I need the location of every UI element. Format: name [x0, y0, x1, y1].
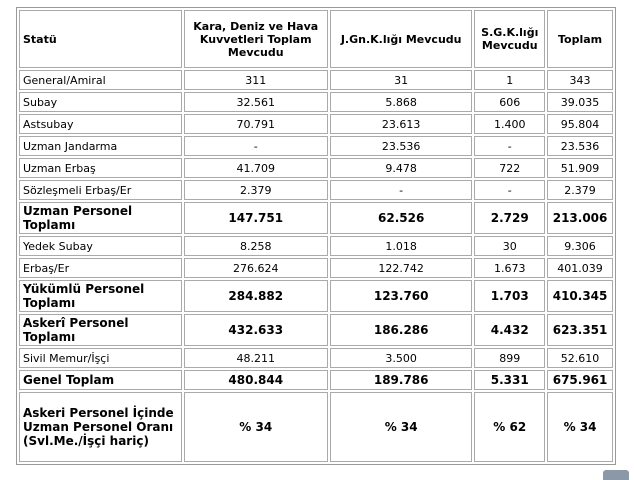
table-row: Genel Toplam 480.844 189.786 5.331 675.961 — [19, 370, 613, 390]
cell: 147.751 — [183, 202, 328, 234]
cell: 122.742 — [329, 258, 473, 278]
cell: 189.786 — [329, 370, 473, 390]
cell: 343 — [547, 70, 613, 90]
cell: 23.536 — [547, 136, 613, 156]
header-cell: J.Gn.K.lığı Mevcudu — [329, 10, 473, 68]
corner-icon — [603, 470, 629, 480]
row-label: Askerî Personel Toplamı — [19, 314, 182, 346]
cell: % 34 — [183, 392, 328, 462]
header-cell: Statü — [19, 10, 182, 68]
cell: 41.709 — [183, 158, 328, 178]
cell: 2.379 — [183, 180, 328, 200]
cell: 311 — [183, 70, 328, 90]
cell: 52.610 — [547, 348, 613, 368]
row-label: Sivil Memur/İşçi — [19, 348, 182, 368]
cell: 1.673 — [474, 258, 546, 278]
cell: 23.613 — [329, 114, 473, 134]
cell: 284.882 — [183, 280, 328, 312]
data-table: Statü Kara, Deniz ve Hava Kuvvetleri Topl… — [16, 7, 616, 465]
table-row: Astsubay 70.791 23.613 1.400 95.804 — [19, 114, 613, 134]
cell: 213.006 — [547, 202, 613, 234]
row-label: Sözleşmeli Erbaş/Er — [19, 180, 182, 200]
cell: 62.526 — [329, 202, 473, 234]
row-label: Yükümlü Personel Toplamı — [19, 280, 182, 312]
cell: 5.868 — [329, 92, 473, 112]
cell: 401.039 — [547, 258, 613, 278]
row-label: Genel Toplam — [19, 370, 182, 390]
row-label: Askeri Personel İçinde Uzman Personel Or… — [19, 392, 182, 462]
cell: 480.844 — [183, 370, 328, 390]
cell: 675.961 — [547, 370, 613, 390]
table-row: Yükümlü Personel Toplamı 284.882 123.760 1.… — [19, 280, 613, 312]
cell: 1.703 — [474, 280, 546, 312]
cell: 8.258 — [183, 236, 328, 256]
table-row: Subay 32.561 5.868 606 39.035 — [19, 92, 613, 112]
row-label: Subay — [19, 92, 182, 112]
cell: % 34 — [547, 392, 613, 462]
cell: 1 — [474, 70, 546, 90]
row-label: Uzman Erbaş — [19, 158, 182, 178]
cell: - — [183, 136, 328, 156]
cell: 123.760 — [329, 280, 473, 312]
cell: - — [474, 136, 546, 156]
row-label: General/Amiral — [19, 70, 182, 90]
header-cell: Toplam — [547, 10, 613, 68]
row-label: Astsubay — [19, 114, 182, 134]
header-cell: Kara, Deniz ve Hava Kuvvetleri Toplam Me… — [183, 10, 328, 68]
cell: 95.804 — [547, 114, 613, 134]
cell: 899 — [474, 348, 546, 368]
table-row: Uzman Erbaş 41.709 9.478 722 51.909 — [19, 158, 613, 178]
cell: - — [474, 180, 546, 200]
row-label: Yedek Subay — [19, 236, 182, 256]
cell: 48.211 — [183, 348, 328, 368]
cell: 2.729 — [474, 202, 546, 234]
table-row: Uzman Personel Toplamı 147.751 62.526 2.729… — [19, 202, 613, 234]
header-row: Statü Kara, Deniz ve Hava Kuvvetleri Topl… — [19, 10, 613, 68]
cell: 4.432 — [474, 314, 546, 346]
table-row: Uzman Jandarma -23.536-23.536 — [19, 136, 613, 156]
cell: 722 — [474, 158, 546, 178]
cell: 39.035 — [547, 92, 613, 112]
table-row: Yedek Subay 8.258 1.018 30 9.306 — [19, 236, 613, 256]
table-row: Askeri Personel İçinde Uzman Personel Or… — [19, 392, 613, 462]
table-row: Sivil Memur/İşçi 48.211 3.500 899 52.610 — [19, 348, 613, 368]
table-row: Erbaş/Er 276.624 122.742 1.673 401.039 — [19, 258, 613, 278]
cell: 5.331 — [474, 370, 546, 390]
row-label: Uzman Jandarma — [19, 136, 182, 156]
cell: 9.478 — [329, 158, 473, 178]
cell: 432.633 — [183, 314, 328, 346]
cell: % 34 — [329, 392, 473, 462]
row-label: Erbaş/Er — [19, 258, 182, 278]
row-label: Uzman Personel Toplamı — [19, 202, 182, 234]
cell: 2.379 — [547, 180, 613, 200]
cell: 31 — [329, 70, 473, 90]
cell: 30 — [474, 236, 546, 256]
table-row: Sözleşmeli Erbaş/Er 2.379- -2.379 — [19, 180, 613, 200]
table-row: General/Amiral 311 31 1 343 — [19, 70, 613, 90]
cell: 3.500 — [329, 348, 473, 368]
cell: 1.400 — [474, 114, 546, 134]
cell: 70.791 — [183, 114, 328, 134]
header-cell: S.G.K.lığı Mevcudu — [474, 10, 546, 68]
table-row: Askerî Personel Toplamı 432.633 186.286 4.4… — [19, 314, 613, 346]
cell: % 62 — [474, 392, 546, 462]
cell: 276.624 — [183, 258, 328, 278]
cell: 623.351 — [547, 314, 613, 346]
cell: 186.286 — [329, 314, 473, 346]
cell: 606 — [474, 92, 546, 112]
cell: 32.561 — [183, 92, 328, 112]
cell: 1.018 — [329, 236, 473, 256]
cell: 9.306 — [547, 236, 613, 256]
cell: 51.909 — [547, 158, 613, 178]
cell: 23.536 — [329, 136, 473, 156]
cell: 410.345 — [547, 280, 613, 312]
cell: - — [329, 180, 473, 200]
